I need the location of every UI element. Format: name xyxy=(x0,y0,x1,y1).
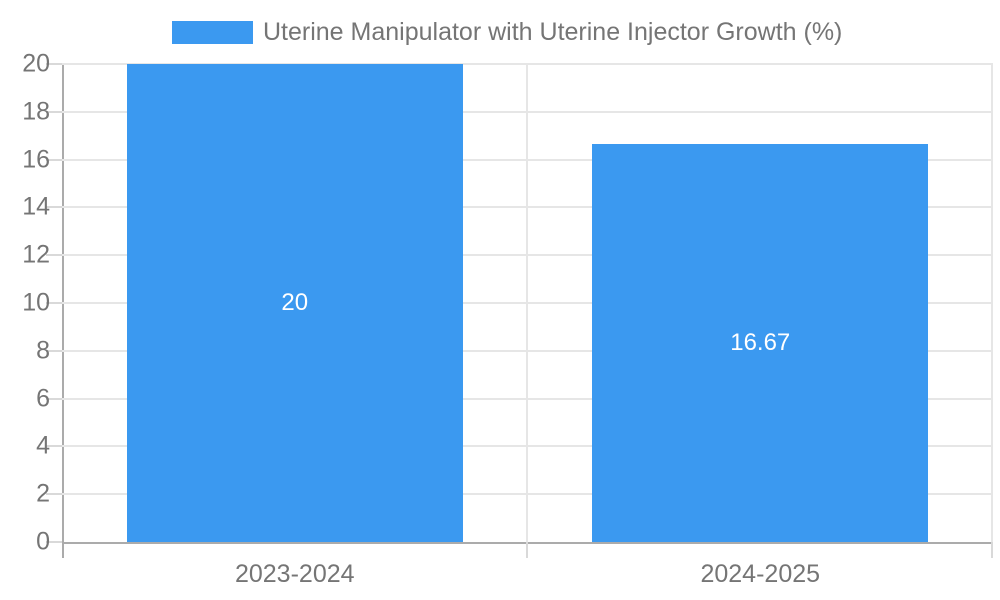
h-gridline xyxy=(62,110,993,113)
y-tick-label: 10 xyxy=(22,288,50,317)
y-axis-line xyxy=(62,64,64,558)
v-gridline xyxy=(525,64,528,542)
y-tick-mark xyxy=(46,63,62,65)
h-gridline xyxy=(62,302,993,304)
v-gridline xyxy=(991,64,993,542)
y-tick-mark xyxy=(46,349,62,352)
h-gridline xyxy=(62,445,993,448)
h-gridline xyxy=(62,63,993,65)
y-tick-label: 2 xyxy=(36,479,50,508)
plot-area: 20 16.67 xyxy=(46,63,993,558)
y-tick-label: 0 xyxy=(36,527,50,556)
h-gridline xyxy=(62,206,993,209)
bar[interactable] xyxy=(592,143,929,542)
y-tick-mark xyxy=(46,541,62,543)
y-tick-label: 8 xyxy=(36,336,50,365)
legend-label[interactable]: Uterine Manipulator with Uterine Injecto… xyxy=(263,18,843,46)
legend-swatch[interactable] xyxy=(172,21,253,44)
h-gridline xyxy=(62,349,993,352)
x-tick-label: 2023-2024 xyxy=(234,560,355,588)
x-tick-mark xyxy=(525,542,528,558)
y-tick-mark xyxy=(46,254,62,257)
y-tick-mark xyxy=(46,206,62,209)
h-gridline xyxy=(62,397,993,400)
h-gridline xyxy=(62,158,993,161)
bar-value-label: 20 xyxy=(281,289,309,316)
y-tick-mark xyxy=(46,493,62,496)
y-tick-mark xyxy=(46,158,62,161)
y-tick-label: 6 xyxy=(36,384,50,413)
bar[interactable] xyxy=(126,64,463,542)
y-tick-label: 18 xyxy=(22,97,50,126)
y-tick-label: 4 xyxy=(36,431,50,460)
y-tick-label: 20 xyxy=(22,49,50,78)
x-axis-line xyxy=(62,542,993,544)
h-gridline xyxy=(62,254,993,257)
h-gridline xyxy=(62,493,993,496)
bar-value-label: 16.67 xyxy=(730,328,791,356)
x-tick-label: 2024-2025 xyxy=(700,560,821,588)
y-tick-label: 16 xyxy=(22,145,50,174)
y-tick-mark xyxy=(46,445,62,448)
x-tick-mark xyxy=(991,542,993,558)
y-tick-mark xyxy=(46,397,62,400)
y-tick-mark xyxy=(46,302,62,304)
y-tick-label: 14 xyxy=(22,192,50,221)
y-tick-label: 12 xyxy=(22,240,50,269)
y-tick-mark xyxy=(46,110,62,113)
